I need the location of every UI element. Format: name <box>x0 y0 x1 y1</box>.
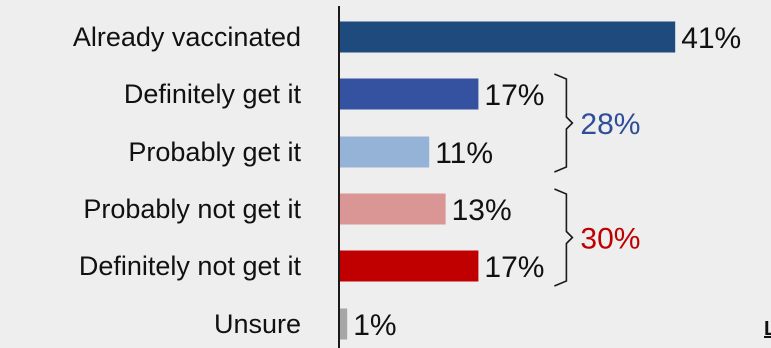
labels-group: Already vaccinated 41% Definitely get it 17… <box>73 22 741 342</box>
value-label-0: 41% <box>681 22 741 55</box>
clipped-corner-text: L <box>764 318 771 340</box>
bar-5 <box>340 308 348 340</box>
bar-2 <box>340 136 430 168</box>
category-label-3: Probably not get it <box>83 194 301 224</box>
bar-3 <box>340 193 446 225</box>
category-label-2: Probably get it <box>128 137 301 167</box>
value-label-4: 17% <box>484 251 544 284</box>
category-label-4: Definitely not get it <box>79 251 302 281</box>
group-bracket-1 <box>554 188 574 287</box>
bar-1 <box>340 78 479 110</box>
value-label-2: 11% <box>435 137 493 170</box>
group-brackets: 28% 30% <box>554 73 640 287</box>
group-total-label-0: 28% <box>580 108 640 141</box>
bars-group <box>340 21 676 340</box>
category-label-0: Already vaccinated <box>73 22 301 52</box>
value-label-1: 17% <box>484 79 544 112</box>
value-label-3: 13% <box>452 194 512 227</box>
group-bracket-0 <box>554 73 574 173</box>
category-label-1: Definitely get it <box>124 79 302 109</box>
bar-0 <box>340 21 676 53</box>
bar-4 <box>340 250 479 282</box>
value-label-5: 1% <box>353 309 396 342</box>
group-total-label-1: 30% <box>580 223 640 256</box>
category-label-5: Unsure <box>214 309 301 339</box>
